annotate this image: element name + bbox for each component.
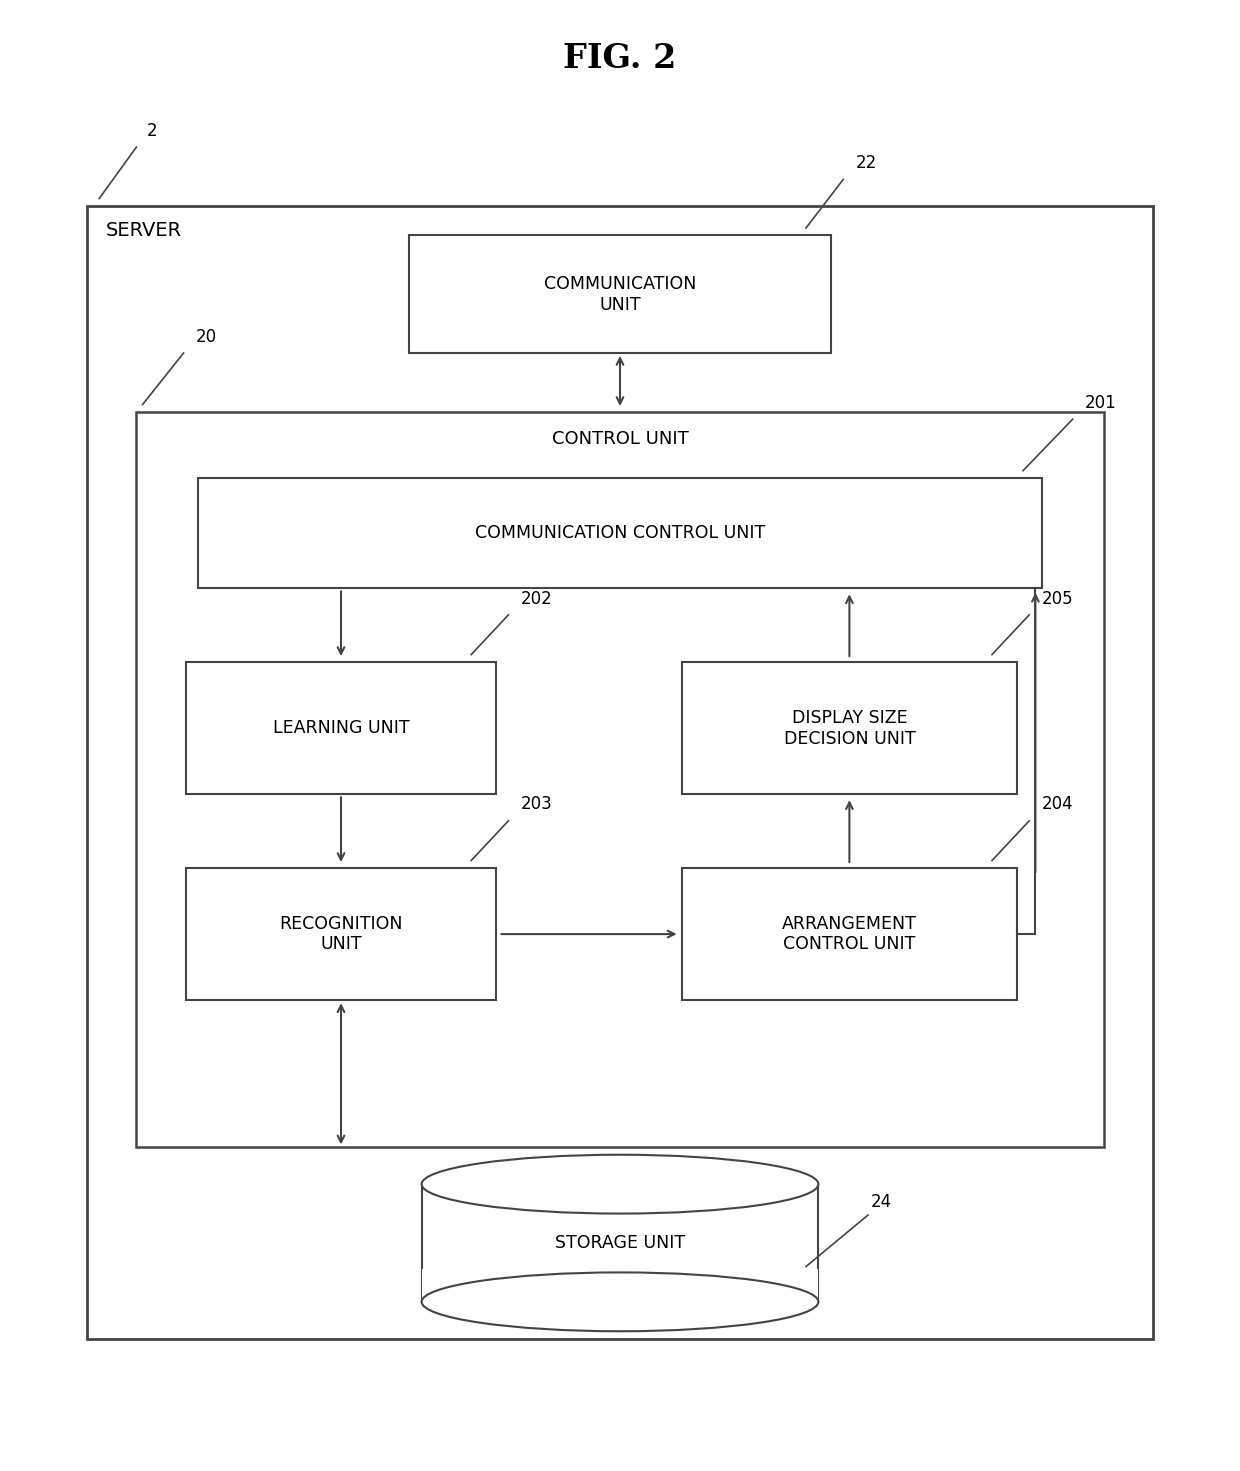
Ellipse shape <box>422 1272 818 1331</box>
Text: ARRANGEMENT
CONTROL UNIT: ARRANGEMENT CONTROL UNIT <box>782 915 916 953</box>
Bar <box>422 1269 818 1302</box>
Text: CONTROL UNIT: CONTROL UNIT <box>552 430 688 447</box>
Text: STORAGE UNIT: STORAGE UNIT <box>556 1234 684 1252</box>
Bar <box>198 478 1042 588</box>
Text: 202: 202 <box>521 590 553 608</box>
Text: COMMUNICATION
UNIT: COMMUNICATION UNIT <box>544 275 696 313</box>
Text: 2: 2 <box>146 122 157 140</box>
Text: 20: 20 <box>196 328 217 346</box>
Text: 203: 203 <box>521 796 553 813</box>
Ellipse shape <box>422 1155 818 1214</box>
Text: RECOGNITION
UNIT: RECOGNITION UNIT <box>279 915 403 953</box>
Text: 201: 201 <box>1085 394 1117 412</box>
Text: DISPLAY SIZE
DECISION UNIT: DISPLAY SIZE DECISION UNIT <box>784 709 915 747</box>
Text: 205: 205 <box>1042 590 1074 608</box>
Text: COMMUNICATION CONTROL UNIT: COMMUNICATION CONTROL UNIT <box>475 524 765 543</box>
Text: 204: 204 <box>1042 796 1074 813</box>
Bar <box>87 206 1153 1339</box>
Text: FIG. 2: FIG. 2 <box>563 43 677 75</box>
Bar <box>186 662 496 794</box>
Bar <box>682 662 1017 794</box>
Text: SERVER: SERVER <box>105 221 181 240</box>
Bar <box>136 412 1104 1147</box>
Text: 24: 24 <box>870 1193 892 1211</box>
Text: 22: 22 <box>856 154 877 172</box>
Bar <box>422 1184 818 1302</box>
Bar <box>186 868 496 1000</box>
Bar <box>409 235 831 353</box>
Text: LEARNING UNIT: LEARNING UNIT <box>273 719 409 737</box>
Bar <box>682 868 1017 1000</box>
